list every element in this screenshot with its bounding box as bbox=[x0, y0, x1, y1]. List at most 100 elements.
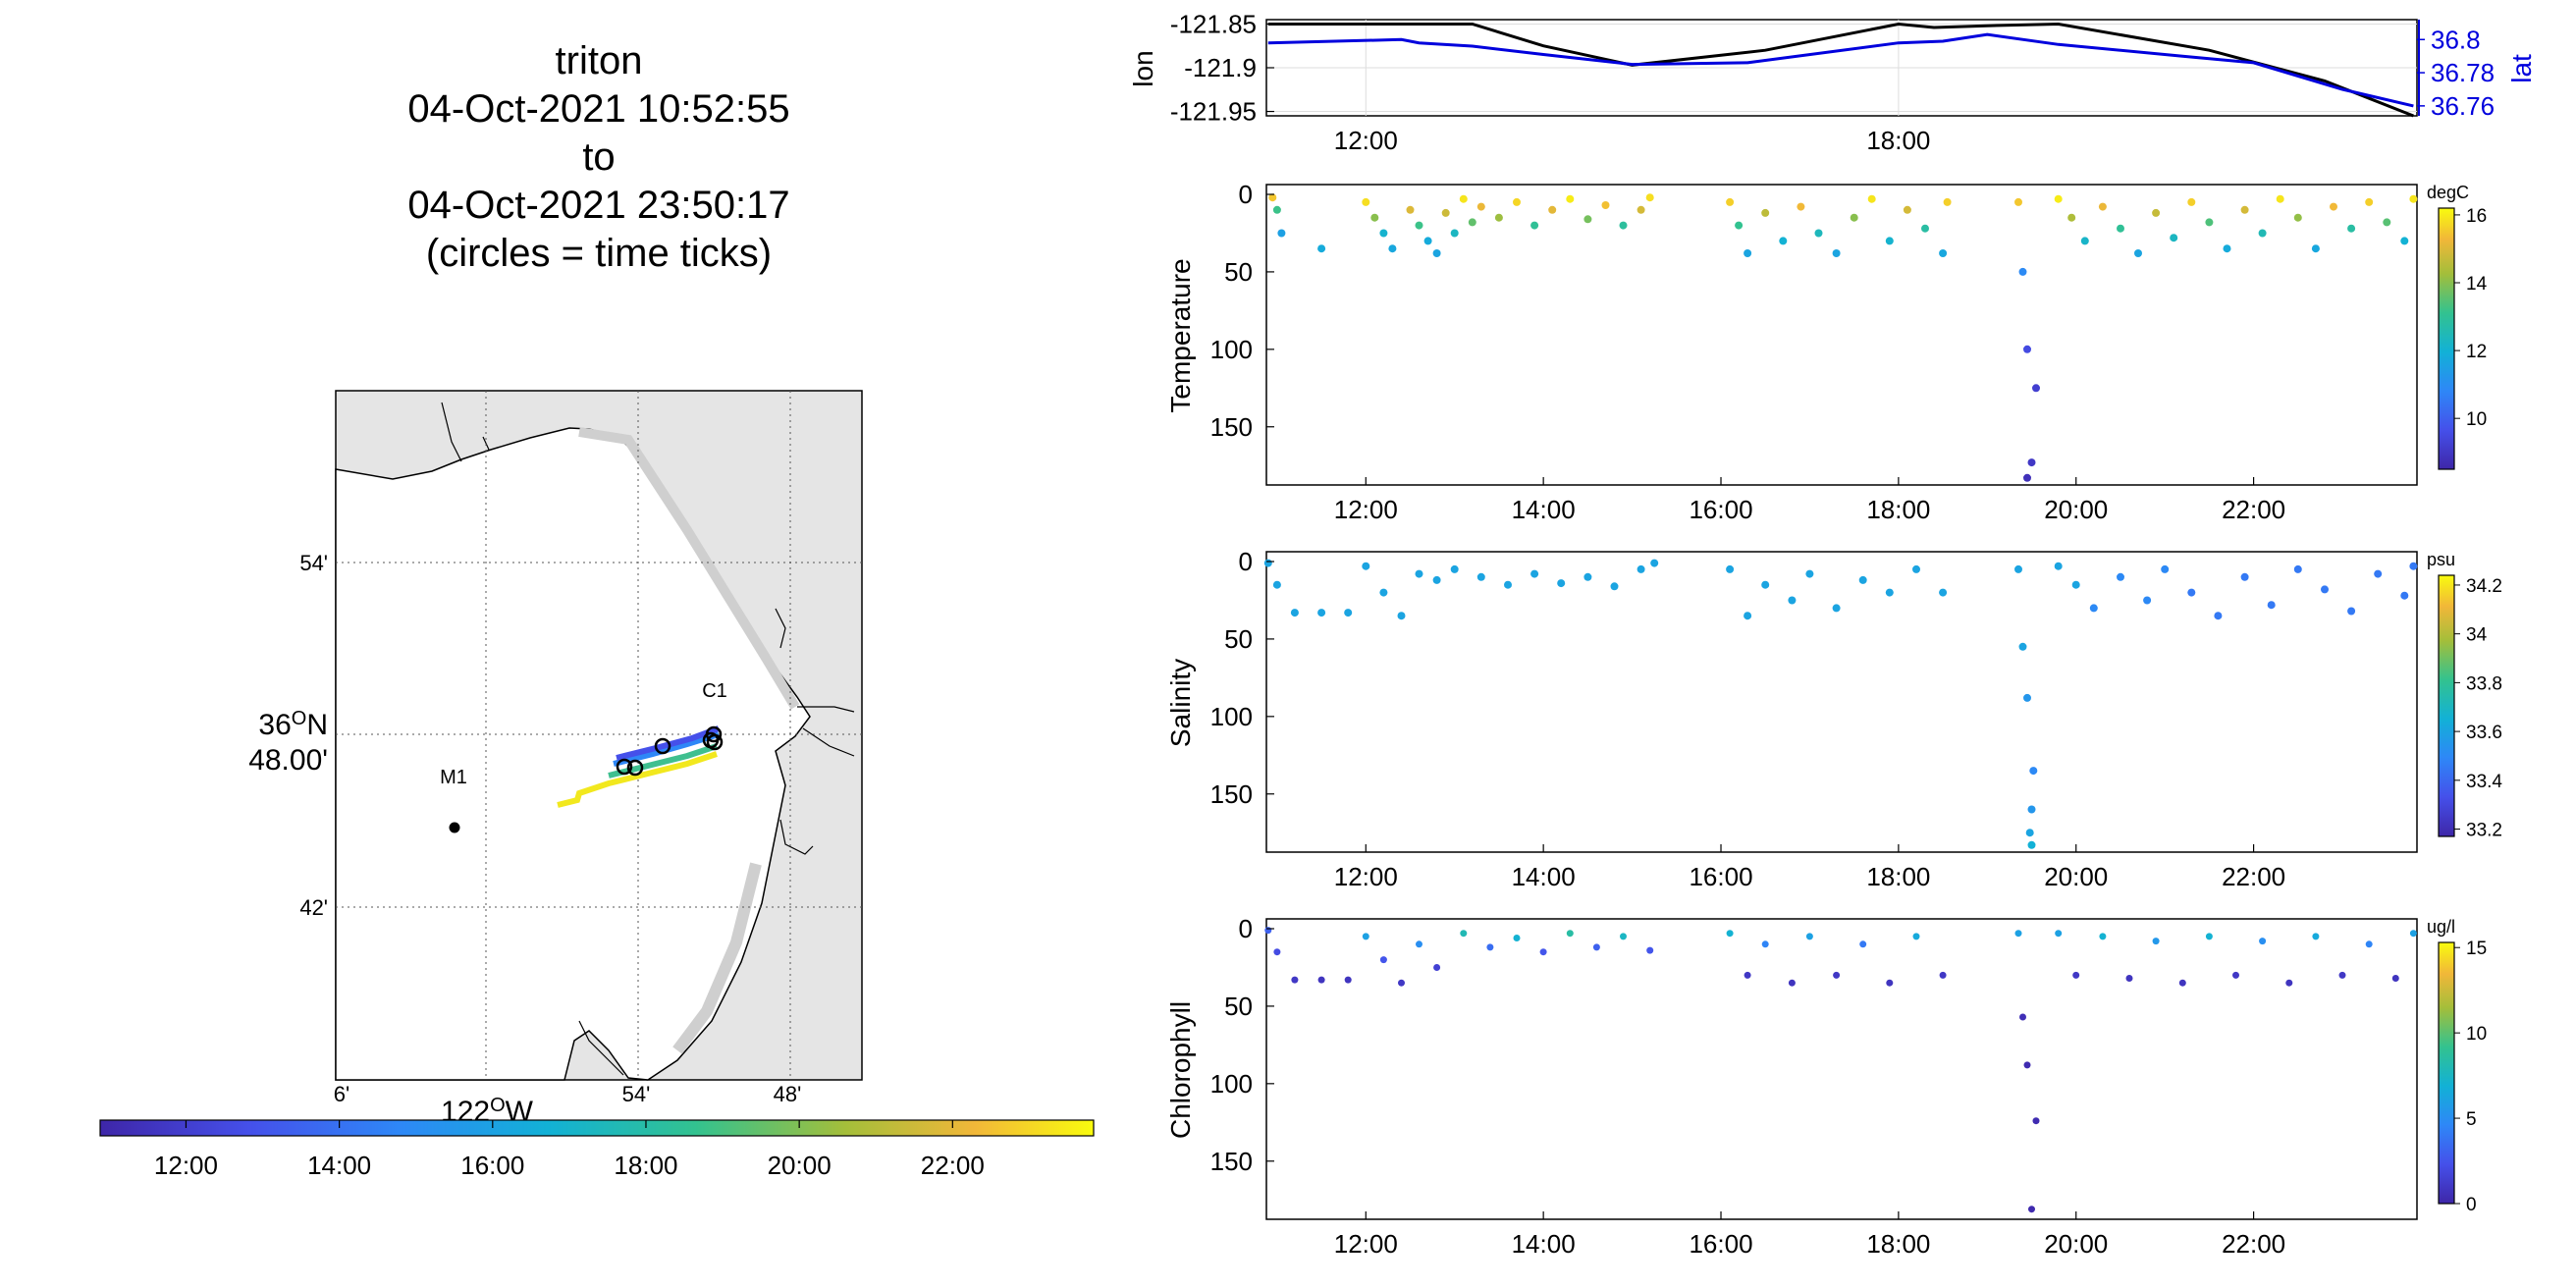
time-tick-circle bbox=[616, 758, 633, 776]
lon-ytick-label: -121.85 bbox=[1170, 9, 1257, 38]
temperature-colorbar-ticks: 16 14 12 10 bbox=[2454, 206, 2488, 430]
temp-data-point bbox=[1406, 205, 1415, 214]
lon-axis-degree-sign: O bbox=[490, 1095, 506, 1116]
sal-ytick-label: 100 bbox=[1210, 702, 1253, 731]
temp-data-point bbox=[1432, 249, 1441, 257]
sal-data-point bbox=[1637, 564, 1645, 573]
sal-data-point bbox=[2240, 572, 2249, 581]
temp-data-point bbox=[1943, 197, 1952, 206]
temp-data-point bbox=[1476, 202, 1485, 211]
temp-data-point bbox=[1317, 244, 1326, 253]
xtick-label: 12:00 bbox=[1334, 126, 1398, 155]
chl-data-point bbox=[2338, 971, 2346, 979]
sal-data-point bbox=[1858, 575, 1867, 584]
chl-colorbar-tick-label: 0 bbox=[2466, 1195, 2477, 1215]
temp-data-point bbox=[2365, 197, 2374, 206]
sal-data-point bbox=[1788, 596, 1797, 605]
temp-xtick-label: 12:00 bbox=[1334, 495, 1398, 524]
temp-data-point bbox=[1370, 213, 1379, 222]
temperature-xticks: 12:00 14:00 16:00 18:00 20:00 22:00 bbox=[1334, 477, 2285, 524]
sal-data-point bbox=[1530, 569, 1539, 578]
coast-detail bbox=[672, 862, 762, 1054]
temp-data-point bbox=[2187, 197, 2196, 206]
temperature-axis-label: Temperature bbox=[1165, 258, 1196, 412]
chl-ytick-label: 0 bbox=[1239, 914, 1253, 943]
chl-data-point bbox=[2019, 1013, 2026, 1021]
chl-xtick-label: 16:00 bbox=[1689, 1229, 1752, 1259]
title-line: to bbox=[582, 135, 616, 179]
lat-tick-label-main: 36ON bbox=[258, 708, 328, 741]
temp-data-point bbox=[1468, 218, 1476, 227]
sal-data-point bbox=[1476, 572, 1485, 581]
sal-data-point bbox=[1362, 562, 1370, 570]
sal-data-point bbox=[1583, 572, 1592, 581]
chl-xtick-label: 14:00 bbox=[1512, 1229, 1576, 1259]
lat-tick-label-sub: 48.00' bbox=[248, 744, 328, 777]
temp-ytick-label: 100 bbox=[1210, 335, 1253, 364]
sal-data-point bbox=[1263, 559, 1272, 567]
time-tick-circle bbox=[626, 759, 644, 777]
salinity-panel: 0 50 100 150 12:00 14:00 16:00 18:00 20:00 22:00… bbox=[1165, 547, 2502, 891]
temp-xtick-label: 16:00 bbox=[1689, 495, 1752, 524]
temp-data-point bbox=[2018, 267, 2027, 276]
chl-data-point bbox=[1833, 971, 1841, 979]
temp-data-point bbox=[2134, 249, 2142, 257]
temp-data-point bbox=[1814, 229, 1823, 238]
chlorophyll-yticks: 0 50 100 150 bbox=[1210, 914, 1274, 1176]
temp-data-point bbox=[1744, 249, 1752, 257]
temp-data-point bbox=[2293, 213, 2302, 222]
lat-tick-label: 54' bbox=[299, 551, 328, 575]
salinity-xticks: 12:00 14:00 16:00 18:00 20:00 22:00 bbox=[1334, 844, 2285, 891]
chl-data-point bbox=[1726, 930, 1734, 938]
chl-data-point bbox=[1291, 976, 1299, 984]
sal-data-point bbox=[2161, 564, 2170, 573]
chl-data-point bbox=[2312, 933, 2320, 940]
lon-yticks: -121.85 -121.9 -121.95 bbox=[1170, 9, 1274, 127]
chl-data-point bbox=[1433, 964, 1441, 971]
title-line: triton bbox=[555, 39, 643, 82]
sal-xtick-label: 18:00 bbox=[1866, 862, 1930, 891]
inland-river bbox=[441, 402, 462, 462]
salinity-axes-box bbox=[1265, 551, 2418, 853]
sal-data-point bbox=[1415, 569, 1423, 578]
chl-data-point bbox=[2125, 975, 2133, 982]
ocean-area bbox=[335, 427, 811, 1081]
sal-data-point bbox=[2025, 829, 2034, 837]
chl-data-point bbox=[2072, 971, 2080, 979]
temp-data-point bbox=[1583, 215, 1592, 224]
sal-data-point bbox=[2374, 569, 2383, 578]
temp-data-point bbox=[1885, 237, 1894, 245]
map-title: triton 04-Oct-2021 10:52:55 to 04-Oct-20… bbox=[255, 37, 942, 278]
temp-data-point bbox=[2014, 197, 2022, 206]
salinity-axis-label: Salinity bbox=[1165, 659, 1196, 747]
temp-data-point bbox=[2347, 224, 2356, 233]
temp-ytick-label: 150 bbox=[1210, 412, 1253, 442]
chlorophyll-points bbox=[1264, 927, 2417, 1213]
temp-data-point bbox=[1459, 194, 1468, 203]
chl-data-point bbox=[1912, 933, 1920, 940]
temp-colorbar-tick-label: 16 bbox=[2466, 206, 2487, 227]
sal-data-point bbox=[1744, 612, 1752, 620]
lon-lat-xticks: 12:00 18:00 bbox=[1334, 126, 1931, 155]
sal-ytick-label: 150 bbox=[1210, 779, 1253, 809]
chl-data-point bbox=[2023, 1061, 2031, 1069]
temp-data-point bbox=[1530, 221, 1539, 230]
time-colorbar-ticks: 12:00 14:00 16:00 18:00 20:00 22:00 bbox=[154, 1120, 985, 1180]
temp-data-point bbox=[1379, 229, 1388, 238]
chl-data-point bbox=[1566, 930, 1574, 938]
temp-data-point bbox=[1494, 213, 1503, 222]
temp-ytick-label: 50 bbox=[1224, 257, 1253, 287]
time-colorbar-tick-label: 16:00 bbox=[460, 1151, 524, 1180]
chl-data-point bbox=[2032, 1117, 2040, 1125]
chl-data-point bbox=[1761, 940, 1769, 948]
temp-data-point bbox=[2258, 229, 2267, 238]
sal-data-point bbox=[1610, 582, 1619, 591]
salinity-colorbar-ticks: 34.2 34 33.8 33.6 33.4 33.2 bbox=[2454, 576, 2502, 841]
temp-data-point bbox=[2276, 194, 2284, 203]
sal-data-point bbox=[2027, 805, 2036, 814]
sal-data-point bbox=[2023, 693, 2031, 702]
sal-xtick-label: 20:00 bbox=[2044, 862, 2108, 891]
temp-data-point bbox=[1726, 197, 1735, 206]
temp-data-point bbox=[1272, 205, 1281, 214]
temp-data-point bbox=[1415, 221, 1423, 230]
